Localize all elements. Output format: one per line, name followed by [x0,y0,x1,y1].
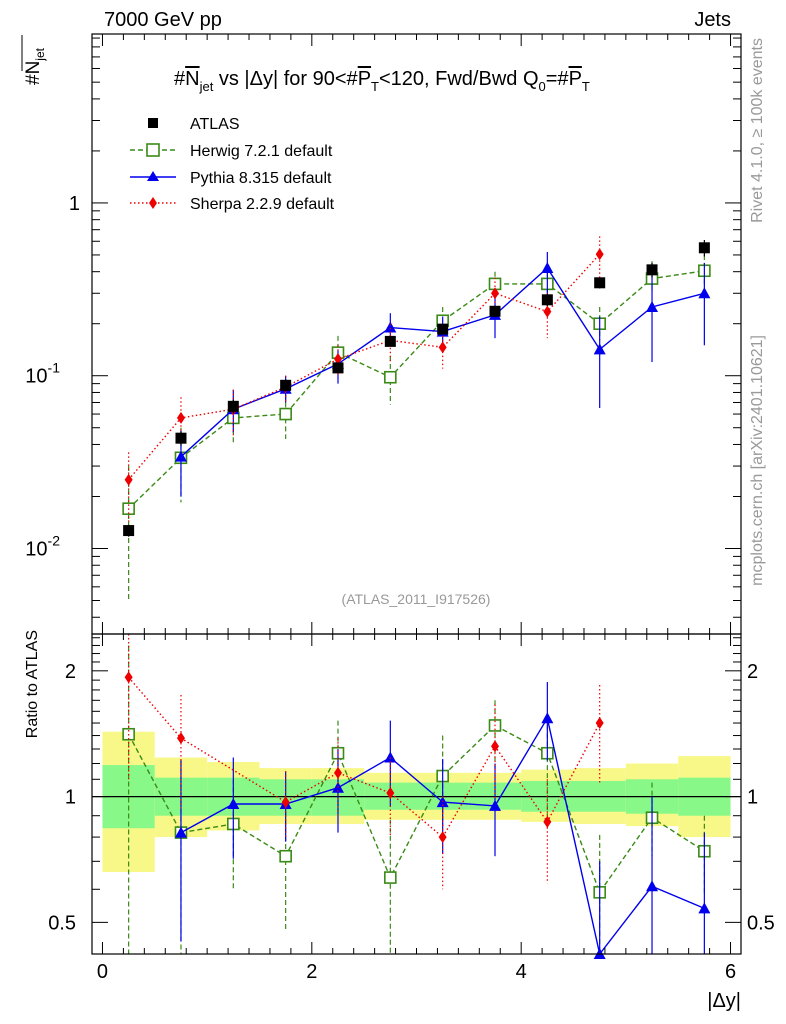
ratio-y-tick-label-left: 0.5 [48,912,76,934]
data-point-pythia [227,798,240,810]
data-point-herwig [279,849,292,863]
data-point-atlas [123,525,135,537]
series-line-sherpa [128,676,601,839]
main-y-axis-label: #Njet [21,35,47,85]
data-point-atlas [646,264,658,276]
data-point-pythia [384,321,397,333]
data-point-sherpa [438,831,447,844]
data-point-pythia [541,712,554,724]
y-tick-label: 10-1 [25,360,60,388]
data-point-atlas [594,277,606,289]
data-point-sherpa [386,787,395,800]
legend-label-pythia: Pythia 8.315 default [190,170,332,187]
data-point-herwig [384,370,397,384]
data-point-atlas [489,305,501,317]
data-point-atlas [437,323,449,335]
data-point-sherpa [543,815,552,828]
series-atlas [123,240,710,537]
data-point-atlas [227,400,239,412]
rivet-version-label: Rivet 4.1.0, ≥ 100k events [749,38,766,223]
data-point-sherpa [491,740,500,753]
legend-marker-sherpa [149,197,157,209]
data-point-pythia [646,880,659,892]
ratio-y-axis-label: Ratio to ATLAS [24,630,41,738]
title-njet-symbol: N [185,68,199,90]
data-point-sherpa [124,473,133,486]
data-point-herwig [279,407,292,421]
ratio-y-tick-label-right: 2 [747,661,758,683]
legend-marker-pythia [147,171,159,181]
data-point-sherpa [333,766,342,779]
ratio-y-tick-label-left: 2 [65,661,76,683]
chart-title: #Njet vs |Δy| for 90<#PT<120, Fwd/Bwd Q0… [174,68,590,94]
series-line-herwig [128,270,705,510]
data-point-atlas [698,242,710,254]
data-point-atlas [280,379,292,391]
analysis-watermark: (ATLAS_2011_I917526) [342,591,491,607]
ratio-y-tick-label-right: 0.5 [747,912,775,934]
x-axis-label: |Δy| [707,990,741,1012]
mcplots-source-label: mcplots.cern.ch [arXiv:2401.10621] [749,335,766,586]
y-tick-label: 10-2 [25,532,60,560]
data-point-sherpa [438,341,447,354]
data-point-sherpa [176,732,185,745]
series-pythia [174,252,711,497]
data-point-pythia [174,826,187,838]
data-point-sherpa [176,411,185,424]
data-point-pythia [541,262,554,274]
ylabel-main: #N [23,61,44,85]
data-point-sherpa [124,671,133,684]
data-point-pythia [384,751,397,763]
ratio-y-tick-label-right: 1 [747,787,758,809]
main-panel-series [122,236,711,601]
legend-label-herwig: Herwig 7.2.1 default [190,143,333,160]
data-point-sherpa [281,796,290,809]
data-point-sherpa [491,287,500,300]
series-herwig [122,254,711,601]
header-energy: 7000 GeV pp [104,9,222,31]
data-point-sherpa [595,248,604,261]
title-pt-symbol: P [358,68,371,90]
y-tick-label: 1 [69,193,80,215]
data-point-herwig [384,871,397,884]
data-point-pythia [593,343,606,355]
data-point-sherpa [333,352,342,365]
legend-label-atlas: ATLAS [190,116,240,133]
data-point-atlas [332,362,344,374]
x-tick-label: 6 [725,961,736,983]
series-sherpa [124,236,604,524]
legend-marker-herwig [146,143,160,157]
ylabel-sub: jet [33,47,47,61]
data-point-pythia [698,287,711,299]
header-analysis-type: Jets [694,9,731,31]
data-point-atlas [384,335,396,347]
data-point-sherpa [543,305,552,318]
series-line-pythia [180,266,705,458]
axes: 0 2 4 6 10-2 10-1 1 0.5 0.5 1 1 2 2 [25,33,775,983]
data-point-pythia [174,450,187,462]
data-point-atlas [541,294,553,306]
legend: ATLAS Herwig 7.2.1 default Pythia 8.315 … [130,116,335,213]
data-point-pythia [698,902,711,914]
series-sherpa [124,634,604,890]
x-tick-label: 4 [516,961,527,983]
ratio-uncertainty-bands [102,731,731,872]
x-tick-label: 0 [97,961,108,983]
x-tick-label: 2 [306,961,317,983]
legend-label-sherpa: Sherpa 2.2.9 default [190,196,335,213]
data-point-sherpa [595,717,604,730]
legend-marker-atlas [148,118,158,128]
series-pythia [174,682,711,959]
data-point-atlas [175,432,187,444]
series-line-sherpa [128,253,601,481]
svg-text:#Njet: #Njet [23,47,47,85]
ratio-panel-series [122,634,711,959]
series-line-herwig [127,724,705,894]
data-point-pythia [489,799,502,811]
ratio-y-tick-label-left: 1 [65,787,76,809]
data-point-pythia [646,300,659,312]
